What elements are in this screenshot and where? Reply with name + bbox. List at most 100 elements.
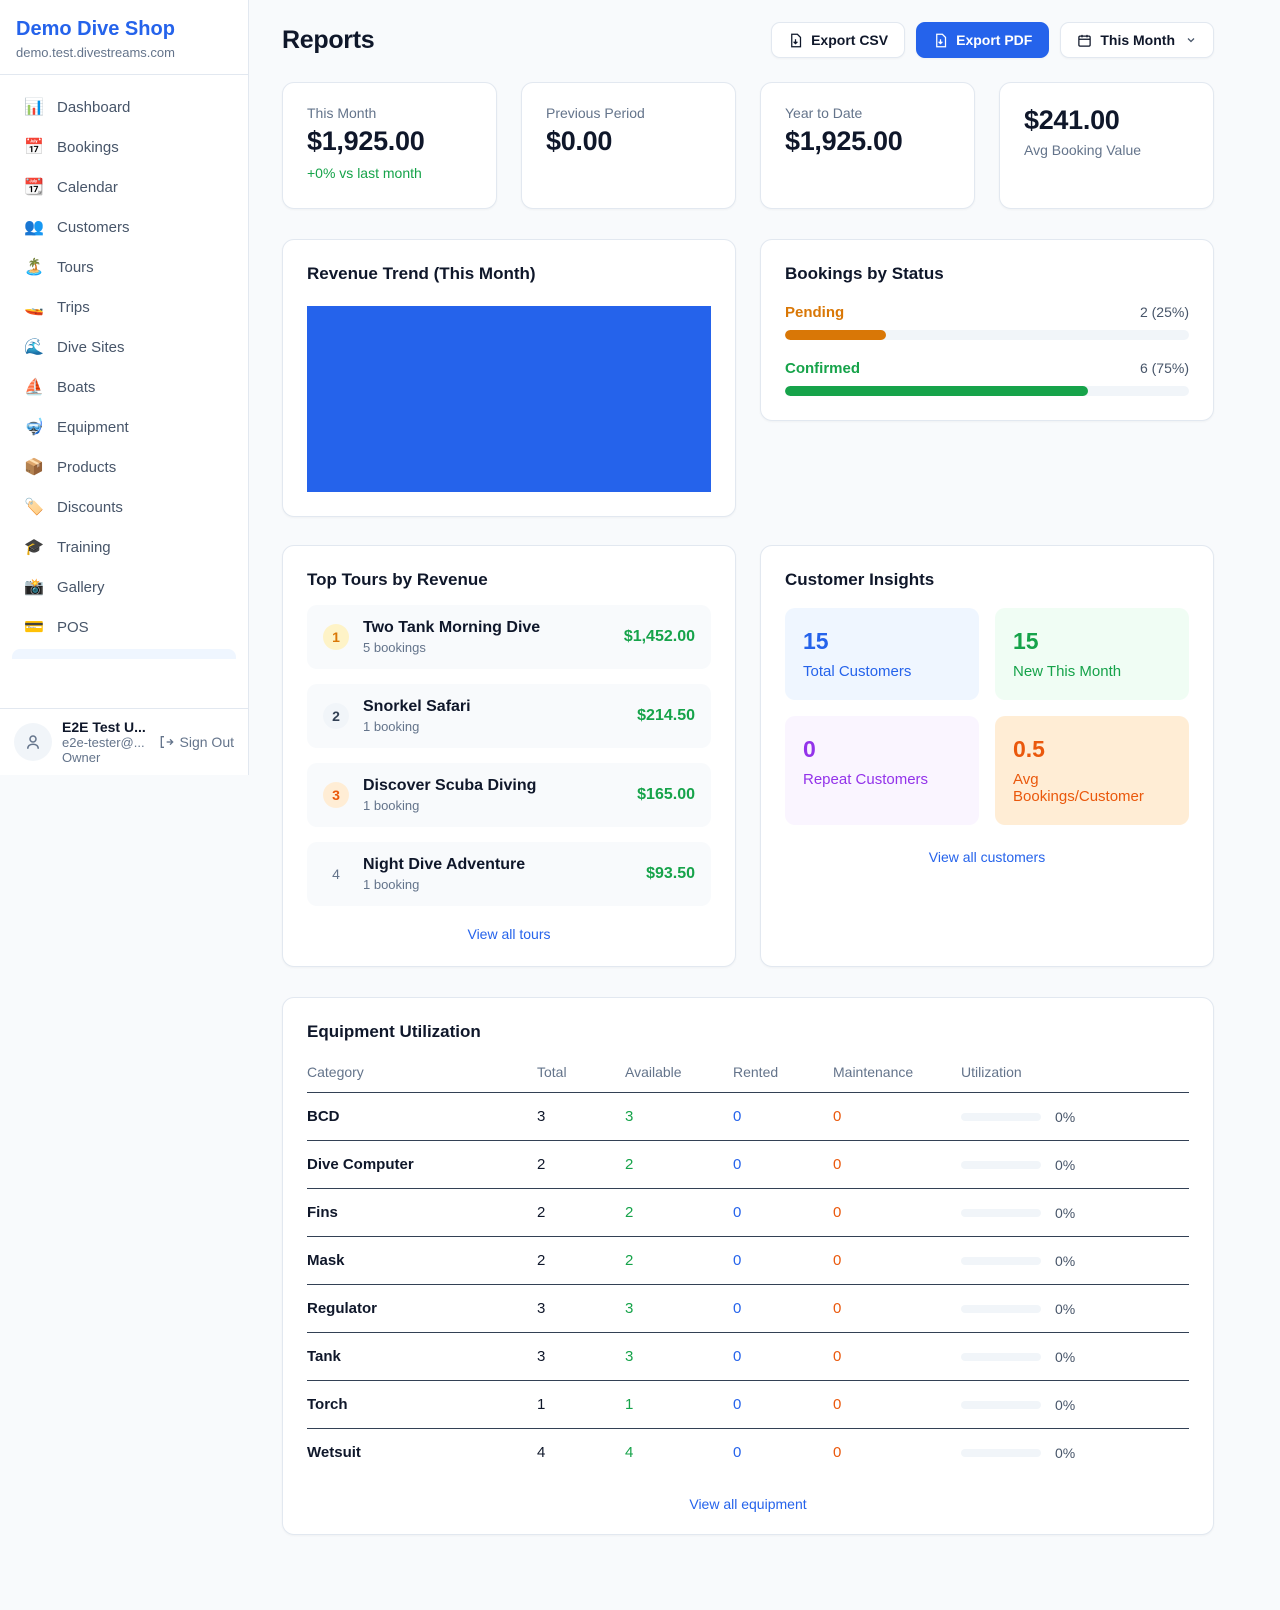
tour-name: Night Dive Adventure xyxy=(363,856,526,873)
bookings-calendar-icon: 📅 xyxy=(24,139,44,156)
sidebar-item-label: Products xyxy=(57,458,117,476)
sidebar-item-products[interactable]: 📦 Products xyxy=(12,447,236,487)
tour-row: 2 Snorkel Safari 1 booking $214.50 xyxy=(307,684,711,748)
col-utilization: Utilization xyxy=(961,1054,1189,1093)
cell-rented: 0 xyxy=(733,1284,833,1333)
bookings-by-status-title: Bookings by Status xyxy=(785,264,944,283)
rank-badge: 3 xyxy=(323,782,349,808)
sidebar-item-boats[interactable]: ⛵ Boats xyxy=(12,367,236,407)
top-tours-title: Top Tours by Revenue xyxy=(307,570,488,589)
sidebar-item-label: Training xyxy=(57,538,111,556)
user-email: e2e-tester@... xyxy=(62,735,145,750)
tile-label: New This Month xyxy=(1013,663,1122,680)
shop-name: Demo Dive Shop xyxy=(16,18,175,40)
tour-bookings: 1 booking xyxy=(363,798,420,813)
tile-avg-bookings: 0.5 Avg Bookings/Customer xyxy=(995,716,1189,825)
period-label: This Month xyxy=(1100,32,1175,48)
utilization-bar xyxy=(961,1256,1041,1265)
cell-available: 2 xyxy=(625,1236,733,1285)
export-csv-button[interactable]: Export CSV xyxy=(771,22,906,58)
user-info: E2E Test U... e2e-tester@... Owner xyxy=(62,719,148,765)
sidebar-item-gallery[interactable]: 📸 Gallery xyxy=(12,567,236,607)
tour-amount: $214.50 xyxy=(637,707,695,724)
stat-card-avg-booking-value: $241.00 Avg Booking Value xyxy=(999,82,1214,209)
cell-total: 1 xyxy=(537,1380,625,1429)
sidebar-user-footer: E2E Test U... e2e-tester@... Owner Sign … xyxy=(0,708,248,775)
cell-maintenance: 0 xyxy=(833,1236,961,1285)
utilization-bar xyxy=(961,1304,1041,1313)
graduation-cap-icon: 🎓 xyxy=(24,539,44,556)
sidebar-item-training[interactable]: 🎓 Training xyxy=(12,527,236,567)
sidebar-item-label: Customers xyxy=(57,218,130,236)
cell-category: BCD xyxy=(307,1092,537,1141)
rank-badge: 1 xyxy=(323,624,349,650)
cell-rented: 0 xyxy=(733,1332,833,1381)
user-name: E2E Test U... xyxy=(62,719,146,735)
stat-card-this-month: This Month $1,925.00 +0% vs last month xyxy=(282,82,497,209)
revenue-trend-bar xyxy=(307,306,711,492)
sidebar-item-trips[interactable]: 🚤 Trips xyxy=(12,287,236,327)
table-row: Tank 3 3 0 0 0% xyxy=(307,1332,1189,1381)
equipment-table: Category Total Available Rented Maintena… xyxy=(307,1054,1189,1476)
sidebar-item-dashboard[interactable]: 📊 Dashboard xyxy=(12,87,236,127)
export-pdf-button[interactable]: Export PDF xyxy=(916,22,1050,58)
sidebar-item-tours[interactable]: 🏝️ Tours xyxy=(12,247,236,287)
sidebar-item-dive-sites[interactable]: 🌊 Dive Sites xyxy=(12,327,236,367)
tile-new-this-month: 15 New This Month xyxy=(995,608,1189,700)
period-dropdown[interactable]: This Month xyxy=(1060,22,1214,58)
utilization-bar xyxy=(961,1448,1041,1457)
sidebar-item-label: Discounts xyxy=(57,498,123,516)
sidebar-header: Demo Dive Shop demo.test.divestreams.com xyxy=(0,0,248,75)
status-count: 2 (25%) xyxy=(1139,304,1189,320)
stat-label: Avg Booking Value xyxy=(1024,142,1142,158)
tile-label: Avg Bookings/Customer xyxy=(1013,771,1144,805)
sidebar-item-equipment[interactable]: 🤿 Equipment xyxy=(12,407,236,447)
cell-category: Dive Computer xyxy=(307,1140,537,1189)
diving-mask-icon: 🤿 xyxy=(24,419,44,436)
utilization-percent: 0% xyxy=(1055,1444,1076,1461)
progress-fill xyxy=(785,330,886,340)
cell-maintenance: 0 xyxy=(833,1188,961,1237)
sidebar-item-customers[interactable]: 👥 Customers xyxy=(12,207,236,247)
cell-maintenance: 0 xyxy=(833,1140,961,1189)
cell-maintenance: 0 xyxy=(833,1092,961,1141)
sidebar-item-label: Dashboard xyxy=(57,98,131,116)
tile-value: 0 xyxy=(803,736,816,762)
customer-insights-card: Customer Insights 15 Total Customers 15 … xyxy=(760,545,1214,967)
wave-icon: 🌊 xyxy=(24,339,44,356)
sidebar-item-discounts[interactable]: 🏷️ Discounts xyxy=(12,487,236,527)
tour-name: Discover Scuba Diving xyxy=(363,777,537,794)
table-row: Dive Computer 2 2 0 0 0% xyxy=(307,1140,1189,1189)
view-all-customers-link[interactable]: View all customers xyxy=(928,849,1046,865)
revenue-trend-title: Revenue Trend (This Month) xyxy=(307,264,536,283)
export-csv-label: Export CSV xyxy=(811,32,889,48)
sidebar-item-label: POS xyxy=(57,618,89,636)
export-pdf-label: Export PDF xyxy=(956,32,1033,48)
sidebar-item-label: Equipment xyxy=(57,418,129,436)
shop-domain: demo.test.divestreams.com xyxy=(16,45,175,60)
bookings-by-status-card: Bookings by Status Pending 2 (25%) Confi… xyxy=(760,239,1214,421)
sidebar-item-pos[interactable]: 💳 POS xyxy=(12,607,236,647)
cell-available: 4 xyxy=(625,1444,634,1461)
sidebar-nav: 📊 Dashboard 📅 Bookings 📆 Calendar 👥 Cust… xyxy=(0,75,248,708)
stat-value: $1,925.00 xyxy=(307,126,425,156)
sidebar-item-bookings[interactable]: 📅 Bookings xyxy=(12,127,236,167)
view-all-tours-link[interactable]: View all tours xyxy=(467,926,551,942)
main-content: Reports Export CSV Export PDF This Month xyxy=(249,0,1280,1610)
sidebar-item-calendar[interactable]: 📆 Calendar xyxy=(12,167,236,207)
table-row: Mask 2 2 0 0 0% xyxy=(307,1236,1189,1285)
sign-out-button[interactable]: Sign Out xyxy=(158,734,234,750)
sidebar-item-label: Bookings xyxy=(57,138,119,156)
cell-total: 3 xyxy=(537,1092,625,1141)
cell-maintenance: 0 xyxy=(833,1380,961,1429)
stat-card-year-to-date: Year to Date $1,925.00 xyxy=(760,82,975,209)
view-all-equipment-link[interactable]: View all equipment xyxy=(689,1496,807,1512)
file-download-icon xyxy=(936,33,947,47)
sidebar-item-reports-clipped[interactable] xyxy=(12,649,236,659)
progress-track xyxy=(785,330,1189,340)
cell-rented: 0 xyxy=(733,1444,742,1461)
table-header-row: Category Total Available Rented Maintena… xyxy=(307,1054,1189,1093)
tour-bookings: 1 booking xyxy=(363,877,420,892)
cell-total: 2 xyxy=(537,1140,625,1189)
status-label: Confirmed xyxy=(785,360,860,377)
